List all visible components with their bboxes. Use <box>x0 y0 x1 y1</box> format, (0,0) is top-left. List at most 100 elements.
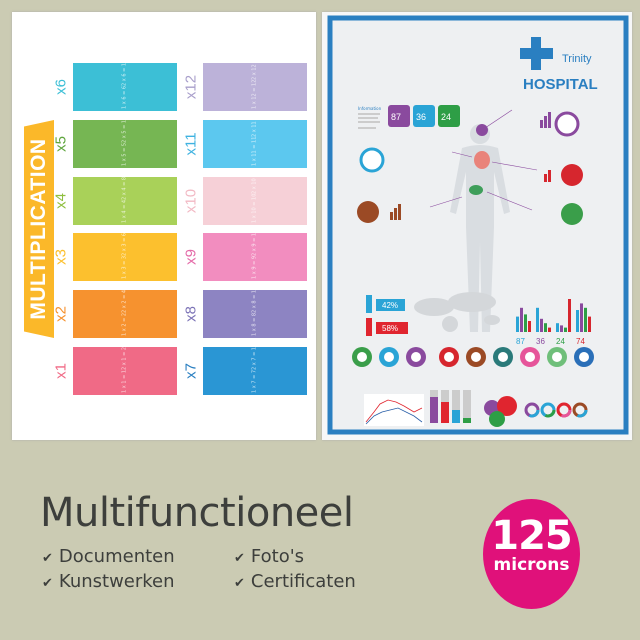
table-label: x5 <box>52 136 70 152</box>
line-chart <box>364 394 424 426</box>
stat-36: 36 <box>416 112 426 122</box>
table-label: x9 <box>182 249 200 265</box>
feature-list-right: ✔ Foto's ✔ Certificaten <box>234 545 356 595</box>
bar <box>568 299 571 332</box>
bar <box>564 327 567 332</box>
table-label: x10 <box>182 188 200 214</box>
cross-icon <box>520 37 553 70</box>
bar-groups <box>516 299 591 332</box>
bar-stat: 24 <box>556 337 565 346</box>
brand-top: Trinity <box>562 53 592 65</box>
male-pct: 42% <box>382 301 398 310</box>
brain-organ <box>476 124 488 136</box>
bar <box>520 307 523 332</box>
apple-icon-glyph <box>579 352 589 362</box>
organ-badges <box>357 111 583 225</box>
stomach-icon-glyph <box>357 352 367 362</box>
times-table-8: 1 x 8 = 82 x 8 = 163 x 8 = 244 x 8 = 325… <box>203 290 307 338</box>
feature-item: ✔ Foto's <box>234 546 305 567</box>
table-label: x2 <box>52 306 70 322</box>
times-table-5: 1 x 5 = 52 x 5 = 103 x 5 = 154 x 5 = 205… <box>73 120 177 168</box>
table-label: x11 <box>182 132 200 156</box>
feature-item: ✔ Documenten <box>42 546 175 567</box>
brain-icon-glyph <box>411 352 421 362</box>
world-map <box>414 292 500 332</box>
times-table-2: 1 x 2 = 22 x 2 = 43 x 2 = 64 x 2 = 85 x … <box>73 290 177 338</box>
bar <box>556 323 559 332</box>
bar <box>544 323 547 332</box>
bar <box>516 316 519 332</box>
badge-value: 125 <box>491 513 573 559</box>
bar <box>580 303 583 332</box>
bar <box>524 314 527 332</box>
times-table-11: 1 x 11 = 112 x 11 = 223 x 11 = 334 x 11 … <box>203 120 307 168</box>
checkmark-icon: ✔ <box>234 576 245 591</box>
feature-item: ✔ Kunstwerken <box>42 571 175 592</box>
badge-unit: microns <box>493 555 570 575</box>
donut-segment <box>524 402 540 418</box>
gender-stats: 42% 58% <box>366 295 408 336</box>
times-table-12: 1 x 12 = 122 x 12 = 243 x 12 = 364 x 12 … <box>203 63 307 111</box>
table-label: x8 <box>182 306 200 322</box>
donut-segment <box>572 402 588 418</box>
brand-main: HOSPITAL <box>523 76 598 93</box>
venn-diagram <box>484 396 517 427</box>
table-label: x4 <box>52 193 70 209</box>
lungs-organ <box>474 151 490 169</box>
times-table-9: 1 x 9 = 92 x 9 = 183 x 9 = 274 x 9 = 365… <box>203 233 307 281</box>
organ-icon-row <box>352 347 594 367</box>
heart-love-icon-glyph <box>525 352 535 362</box>
times-table-7: 1 x 7 = 72 x 7 = 143 x 7 = 214 x 7 = 285… <box>203 347 307 395</box>
checkmark-icon: ✔ <box>234 551 245 566</box>
bar <box>540 318 543 332</box>
sleep-bed-icon-glyph <box>552 352 562 362</box>
female-pct: 58% <box>382 324 398 333</box>
table-label: x12 <box>182 74 200 100</box>
times-table-3: 1 x 3 = 32 x 3 = 63 x 3 = 94 x 3 = 125 x… <box>73 233 177 281</box>
column-bars <box>430 390 471 423</box>
bar <box>584 307 587 332</box>
stomach-organ <box>469 185 483 195</box>
liver-icon-glyph <box>471 352 481 362</box>
lungs-icon-glyph <box>384 352 394 362</box>
stat-87: 87 <box>391 112 401 122</box>
bar <box>536 307 539 332</box>
info-heading: Information <box>358 106 382 111</box>
bar-stat: 87 <box>516 337 525 346</box>
table-label: x7 <box>182 363 200 379</box>
bar-stat-labels: 87 36 24 74 <box>516 337 585 346</box>
poster-title: MULTIPLICATION <box>27 138 50 320</box>
table-label: x3 <box>52 249 70 265</box>
donut-segment <box>556 402 572 418</box>
times-table-10: 1 x 10 = 102 x 10 = 203 x 10 = 304 x 10 … <box>203 177 307 225</box>
bar-stat: 36 <box>536 337 545 346</box>
bar <box>560 325 563 332</box>
donut-segment <box>540 402 556 418</box>
bar <box>576 310 579 332</box>
multiplication-poster: MULTIPLICATION 1 x 1 = 12 x 1 = 23 x 1 =… <box>12 12 316 440</box>
bar <box>588 316 591 332</box>
feature-list-left: ✔ Documenten ✔ Kunstwerken <box>42 545 175 595</box>
hospital-infographic: Trinity HOSPITAL Information 87 36 24 42… <box>327 15 629 435</box>
features-title: Multifunctioneel <box>40 490 354 536</box>
times-table-4: 1 x 4 = 42 x 4 = 83 x 4 = 124 x 4 = 165 … <box>73 177 177 225</box>
feature-item: ✔ Certificaten <box>234 571 356 592</box>
times-table-6: 1 x 6 = 62 x 6 = 123 x 6 = 184 x 6 = 245… <box>73 63 177 111</box>
multiplication-banner: MULTIPLICATION <box>24 120 54 338</box>
donut-charts <box>524 402 588 418</box>
male-icon <box>366 295 372 313</box>
checkmark-icon: ✔ <box>42 576 53 591</box>
bar <box>548 327 551 332</box>
hospital-poster: Trinity HOSPITAL Information 87 36 24 42… <box>322 12 632 440</box>
tooth-icon-glyph <box>498 352 508 362</box>
table-label: x1 <box>52 363 70 379</box>
heart-icon-glyph <box>444 352 454 362</box>
times-table-1: 1 x 1 = 12 x 1 = 23 x 1 = 34 x 1 = 45 x … <box>73 347 177 395</box>
bar-stat: 74 <box>576 337 585 346</box>
bar <box>528 321 531 332</box>
checkmark-icon: ✔ <box>42 551 53 566</box>
table-label: x6 <box>52 79 70 95</box>
thickness-badge: 125 microns <box>483 499 580 609</box>
stat-boxes-top: 87 36 24 <box>388 105 460 127</box>
female-icon <box>366 318 372 336</box>
